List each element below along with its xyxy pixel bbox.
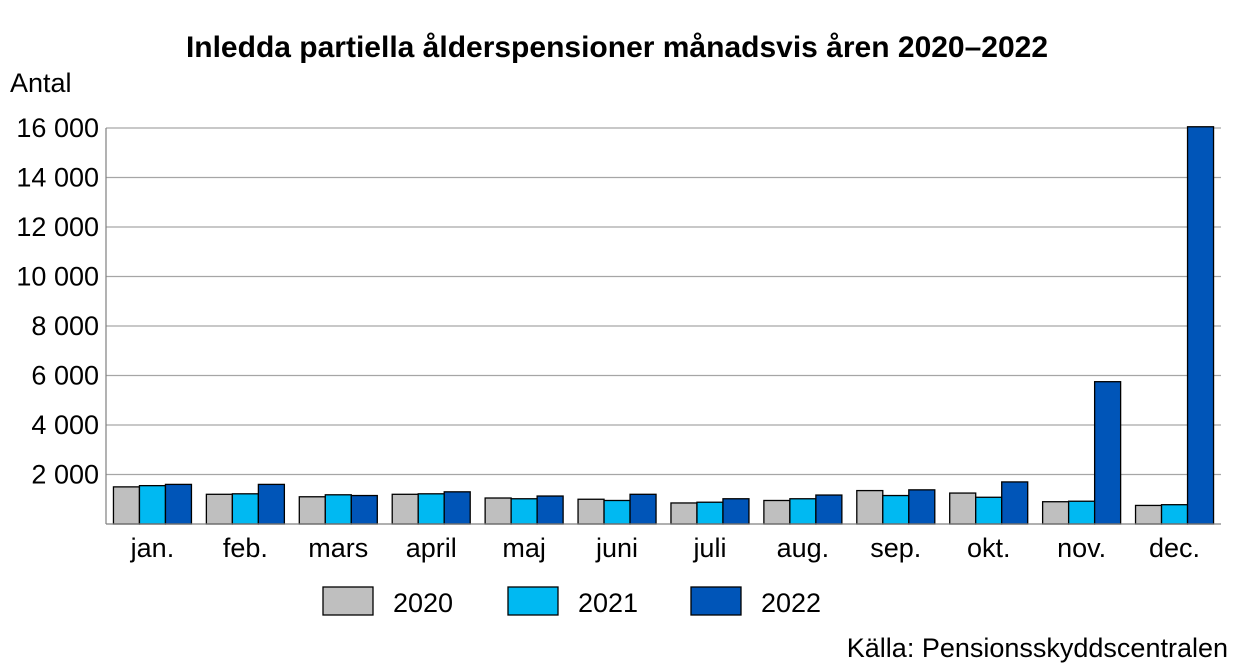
- category-labels: jan. feb. mars april maj juni juli aug. sep. okt.…: [130, 533, 1200, 563]
- y-tick-label: 16 000: [16, 113, 99, 143]
- y-tick-label: 12 000: [16, 212, 99, 242]
- bar-2020-feb: [205, 493, 234, 525]
- bar-2022-juli: [722, 498, 750, 525]
- x-tick-label: sep.: [870, 533, 921, 563]
- bar-2022-maj: [536, 495, 564, 525]
- bar-2022-jan: [164, 483, 193, 525]
- bar-2020-jan: [112, 486, 141, 525]
- legend-swatch-2022: [690, 586, 742, 616]
- bar-2022-juni: [629, 493, 657, 525]
- bar-2021-dec: [1160, 504, 1189, 525]
- bar-2021-jan: [138, 484, 167, 525]
- legend: 2020 2021 2022: [322, 586, 821, 618]
- bar-2021-mars: [324, 494, 352, 525]
- bar-2020-juni: [577, 498, 605, 525]
- bar-2021-okt: [975, 496, 1003, 525]
- legend-label-2022: 2022: [761, 588, 821, 618]
- x-tick-label: maj: [502, 533, 546, 563]
- legend-label-2020: 2020: [393, 588, 453, 618]
- legend-swatch-2020: [322, 586, 374, 616]
- bar-2020-maj: [484, 497, 512, 525]
- bars: [112, 126, 1215, 525]
- y-tick-label: 8 000: [31, 311, 99, 341]
- x-tick-label: juni: [595, 533, 638, 563]
- bar-2022-dec: [1186, 126, 1215, 525]
- x-tick-label: jan.: [130, 533, 175, 563]
- bar-2022-okt: [1001, 481, 1029, 525]
- bar-2022-nov: [1093, 381, 1122, 525]
- x-tick-label: dec.: [1149, 533, 1200, 563]
- gridlines: [106, 127, 1221, 476]
- bar-2021-maj: [510, 498, 538, 525]
- bar-2020-okt: [949, 492, 977, 525]
- bar-2020-aug: [763, 499, 791, 525]
- y-tick-label: 4 000: [31, 410, 99, 440]
- x-tick-label: juli: [692, 533, 726, 563]
- bar-2022-aug: [815, 494, 843, 525]
- x-tick-label: aug.: [777, 533, 830, 563]
- bar-2021-aug: [789, 498, 817, 525]
- legend-label-2021: 2021: [578, 588, 638, 618]
- y-tick-labels: 2 000 4 000 6 000 8 000 10 000 12 000 14 000 16…: [16, 113, 99, 490]
- x-tick-label: nov.: [1057, 533, 1106, 563]
- bar-2020-dec: [1134, 504, 1163, 525]
- source-note: Källa: Pensionsskyddscentralen: [847, 633, 1228, 663]
- bar-2020-sep: [856, 489, 884, 525]
- bar-2020-juli: [670, 502, 698, 525]
- bar-2021-nov: [1067, 500, 1096, 525]
- y-tick-label: 14 000: [16, 163, 99, 193]
- y-tick-label: 10 000: [16, 262, 99, 292]
- bar-2022-feb: [257, 483, 286, 525]
- bar-2022-mars: [350, 494, 378, 525]
- x-tick-label: mars: [308, 533, 368, 563]
- bar-2020-nov: [1041, 501, 1070, 525]
- bar-2020-april: [391, 493, 419, 525]
- bar-2021-feb: [231, 493, 260, 525]
- y-tick-label: 6 000: [31, 361, 99, 391]
- chart-title: Inledda partiella ålderspensioner månads…: [186, 31, 1048, 64]
- bar-2022-april: [443, 491, 471, 525]
- bar-2021-april: [417, 493, 445, 525]
- x-tick-label: okt.: [967, 533, 1011, 563]
- bar-2020-mars: [298, 496, 326, 525]
- x-tick-label: feb.: [223, 533, 268, 563]
- y-tick-label: 2 000: [31, 460, 99, 490]
- x-tick-label: april: [406, 533, 457, 563]
- bar-2021-sep: [882, 494, 910, 525]
- axes: [105, 128, 1221, 525]
- y-axis-label: Antal: [10, 68, 72, 98]
- bar-2021-juli: [696, 501, 724, 525]
- legend-swatch-2021: [507, 586, 559, 616]
- bar-2022-sep: [908, 489, 936, 525]
- bar-2021-juni: [603, 499, 631, 525]
